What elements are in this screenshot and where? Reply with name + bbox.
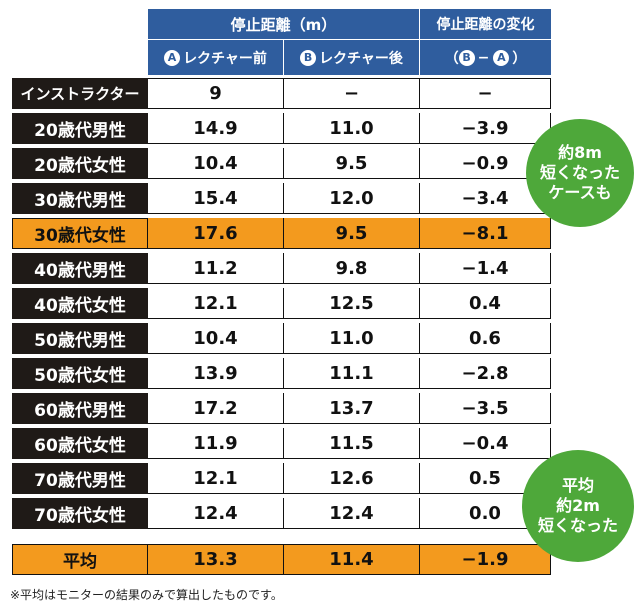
row-label: 60歳代女性: [12, 428, 148, 459]
before-value: 15.4: [148, 183, 284, 214]
after-value: 11.4: [284, 544, 420, 575]
before-value: 10.4: [148, 323, 284, 354]
change-value: −3.9: [420, 113, 551, 144]
row-label: 70歳代男性: [12, 463, 148, 494]
formula-b-icon: B: [458, 49, 475, 66]
before-value: 12.1: [148, 463, 284, 494]
row-label: 20歳代女性: [12, 148, 148, 179]
formula-minus: −: [477, 49, 490, 66]
before-value: 13.3: [148, 544, 284, 575]
row-label: 50歳代女性: [12, 358, 148, 389]
bubble-line: ケースも: [548, 183, 612, 202]
row-label: 70歳代女性: [12, 498, 148, 529]
bubble-line: 平均: [561, 476, 594, 495]
before-value: 9: [148, 78, 284, 109]
callout-bubble-8m: 約8m 短くなった ケースも: [526, 119, 634, 227]
before-value: 17.2: [148, 393, 284, 424]
after-value: 12.0: [284, 183, 420, 214]
table-row-highlight: 30歳代女性 17.6 9.5 −8.1: [12, 218, 551, 249]
formula-a-icon: A: [493, 49, 510, 66]
after-value: 11.1: [284, 358, 420, 389]
after-header: B レクチャー後: [284, 39, 420, 75]
change-value: 0.4: [420, 288, 551, 319]
change-header: 停止距離の変化: [420, 9, 551, 39]
table-row: 20歳代女性 10.4 9.5 −0.9: [12, 148, 551, 179]
row-label: 40歳代女性: [12, 288, 148, 319]
before-label: レクチャー前: [183, 50, 267, 67]
before-value: 11.2: [148, 253, 284, 284]
after-value: 11.0: [284, 113, 420, 144]
marker-b-icon: B: [300, 49, 317, 66]
change-value: −0.4: [420, 428, 551, 459]
change-value: 0.6: [420, 323, 551, 354]
table-row: 60歳代男性 17.2 13.7 −3.5: [12, 393, 551, 424]
row-label: インストラクター: [12, 78, 148, 109]
table-row: 50歳代女性 13.9 11.1 −2.8: [12, 358, 551, 389]
before-value: 11.9: [148, 428, 284, 459]
change-value: −8.1: [420, 218, 551, 249]
before-value: 14.9: [148, 113, 284, 144]
bubble-line: 約8m: [558, 143, 602, 162]
table-row: 40歳代女性 12.1 12.5 0.4: [12, 288, 551, 319]
bubble-line: 短くなった: [539, 163, 620, 182]
after-value: 12.4: [284, 498, 420, 529]
before-value: 12.1: [148, 288, 284, 319]
row-label: 40歳代男性: [12, 253, 148, 284]
table-row: インストラクター 9 − −: [12, 78, 551, 109]
bubble-line: 約2m: [556, 496, 600, 515]
change-value: −3.5: [420, 393, 551, 424]
row-label: 20歳代男性: [12, 113, 148, 144]
after-value: 9.8: [284, 253, 420, 284]
table-row-average: 平均 13.3 11.4 −1.9: [12, 544, 551, 575]
table-row: 50歳代男性 10.4 11.0 0.6: [12, 323, 551, 354]
after-value: 11.0: [284, 323, 420, 354]
after-value: 12.6: [284, 463, 420, 494]
after-value: 9.5: [284, 218, 420, 249]
after-value: 11.5: [284, 428, 420, 459]
callout-bubble-average: 平均 約2m 短くなった: [522, 450, 634, 562]
row-label: 30歳代男性: [12, 183, 148, 214]
after-value: 13.7: [284, 393, 420, 424]
bubble-line: 短くなった: [537, 516, 618, 535]
row-label: 平均: [12, 544, 148, 575]
table-row: 60歳代女性 11.9 11.5 −0.4: [12, 428, 551, 459]
formula-open: （: [444, 50, 459, 67]
table-row: 30歳代男性 15.4 12.0 −3.4: [12, 183, 551, 214]
after-label: レクチャー後: [319, 50, 403, 67]
before-value: 13.9: [148, 358, 284, 389]
row-label: 60歳代男性: [12, 393, 148, 424]
change-value: −2.8: [420, 358, 551, 389]
table-row: 70歳代男性 12.1 12.6 0.5: [12, 463, 551, 494]
before-header: A レクチャー前: [148, 39, 284, 75]
change-value: −1.9: [420, 544, 551, 575]
formula-close: ）: [512, 50, 527, 67]
after-value: 12.5: [284, 288, 420, 319]
after-value: −: [284, 78, 420, 109]
before-value: 12.4: [148, 498, 284, 529]
distance-header: 停止距離（m）: [148, 9, 420, 39]
before-value: 10.4: [148, 148, 284, 179]
table-row: 70歳代女性 12.4 12.4 0.0: [12, 498, 551, 529]
row-label: 50歳代男性: [12, 323, 148, 354]
marker-a-icon: A: [164, 49, 181, 66]
table-row: 40歳代男性 11.2 9.8 −1.4: [12, 253, 551, 284]
change-formula: （ B − A ）: [420, 39, 551, 75]
after-value: 9.5: [284, 148, 420, 179]
before-value: 17.6: [148, 218, 284, 249]
footnote: ※平均はモニターの結果のみで算出したものです。: [10, 588, 283, 602]
change-value: −1.4: [420, 253, 551, 284]
table-row: 20歳代男性 14.9 11.0 −3.9: [12, 113, 551, 144]
change-value: −: [420, 78, 551, 109]
row-label: 30歳代女性: [12, 218, 148, 249]
